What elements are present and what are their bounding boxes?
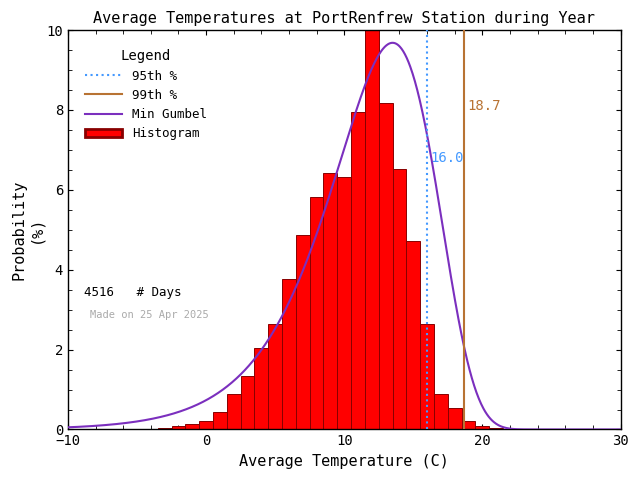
Bar — [448, 408, 461, 430]
Text: 18.7: 18.7 — [467, 99, 500, 113]
X-axis label: Average Temperature (C): Average Temperature (C) — [239, 454, 449, 469]
Y-axis label: Probability
(%): Probability (%) — [11, 180, 44, 280]
Bar — [434, 395, 448, 430]
Legend: 95th %, 99th %, Min Gumbel, Histogram: 95th %, 99th %, Min Gumbel, Histogram — [79, 44, 212, 145]
Bar — [379, 103, 392, 430]
Bar — [310, 197, 323, 430]
Bar — [241, 376, 255, 430]
Bar — [420, 324, 434, 430]
Bar — [392, 168, 406, 430]
Bar — [268, 324, 282, 430]
Bar — [199, 420, 213, 430]
Bar — [213, 412, 227, 430]
Bar — [337, 178, 351, 430]
Text: 4516   # Days: 4516 # Days — [84, 286, 182, 299]
Bar — [365, 22, 379, 430]
Bar — [282, 279, 296, 430]
Bar — [489, 428, 503, 430]
Title: Average Temperatures at PortRenfrew Station during Year: Average Temperatures at PortRenfrew Stat… — [93, 11, 595, 26]
Bar — [157, 428, 172, 430]
Bar — [296, 235, 310, 430]
Bar — [186, 424, 199, 430]
Bar — [255, 348, 268, 430]
Bar — [323, 173, 337, 430]
Bar — [172, 426, 186, 430]
Text: 16.0: 16.0 — [430, 151, 463, 165]
Bar — [406, 241, 420, 430]
Bar — [227, 395, 241, 430]
Bar — [351, 111, 365, 430]
Text: Made on 25 Apr 2025: Made on 25 Apr 2025 — [90, 310, 209, 320]
Bar — [503, 429, 517, 430]
Bar — [461, 420, 476, 430]
Bar — [476, 426, 489, 430]
